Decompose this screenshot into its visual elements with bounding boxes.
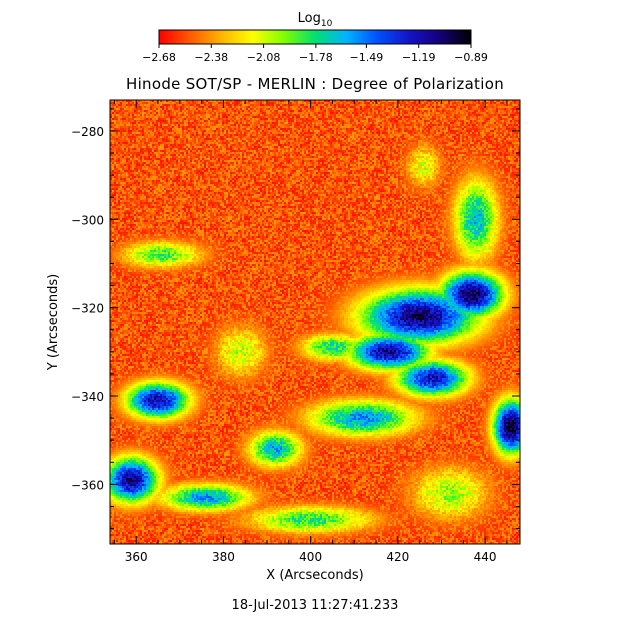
colorbar: Log10 −2.68 −2.38 −2.08 −1.78 −1.49 −1.19 −0.8… [142,11,488,64]
y-axis: −280 −300 −320 −340 −360 [71,108,520,530]
colorbar-tick-label: −0.89 [454,51,488,64]
x-tick-label: 360 [125,550,148,564]
x-axis: 360 380 400 420 440 [113,100,508,564]
colorbar-tick-label: −2.38 [194,51,228,64]
y-tick-label: −320 [71,302,104,316]
y-tick-label: −360 [71,478,104,492]
y-tick-label: −300 [71,213,104,227]
x-tick-label: 380 [212,550,235,564]
heatmap [110,100,520,544]
x-tick-label: 400 [299,550,322,564]
plot-frame [109,99,521,545]
colorbar-tick-label: −1.19 [402,51,436,64]
colorbar-tick-label: −1.49 [350,51,384,64]
colorbar-label: Log10 [298,11,333,29]
colorbar-tick-label: −1.78 [299,51,333,64]
y-axis-label: Y (Arcseconds) [46,274,61,371]
colorbar-strip [158,29,472,45]
colorbar-tick-label: −2.68 [142,51,176,64]
x-tick-label: 420 [386,550,409,564]
timestamp: 18-Jul-2013 11:27:41.233 [232,598,399,613]
colorbar-ticks: −2.68 −2.38 −2.08 −1.78 −1.49 −1.19 −0.89 [142,44,488,64]
plot-area [109,99,521,545]
colorbar-tick-label: −2.08 [247,51,281,64]
x-axis-label: X (Arcseconds) [266,568,363,583]
x-tick-label: 440 [474,550,497,564]
chart-title: Hinode SOT/SP - MERLIN : Degree of Polar… [126,75,504,93]
y-tick-label: −280 [71,125,104,139]
y-tick-label: −340 [71,390,104,404]
